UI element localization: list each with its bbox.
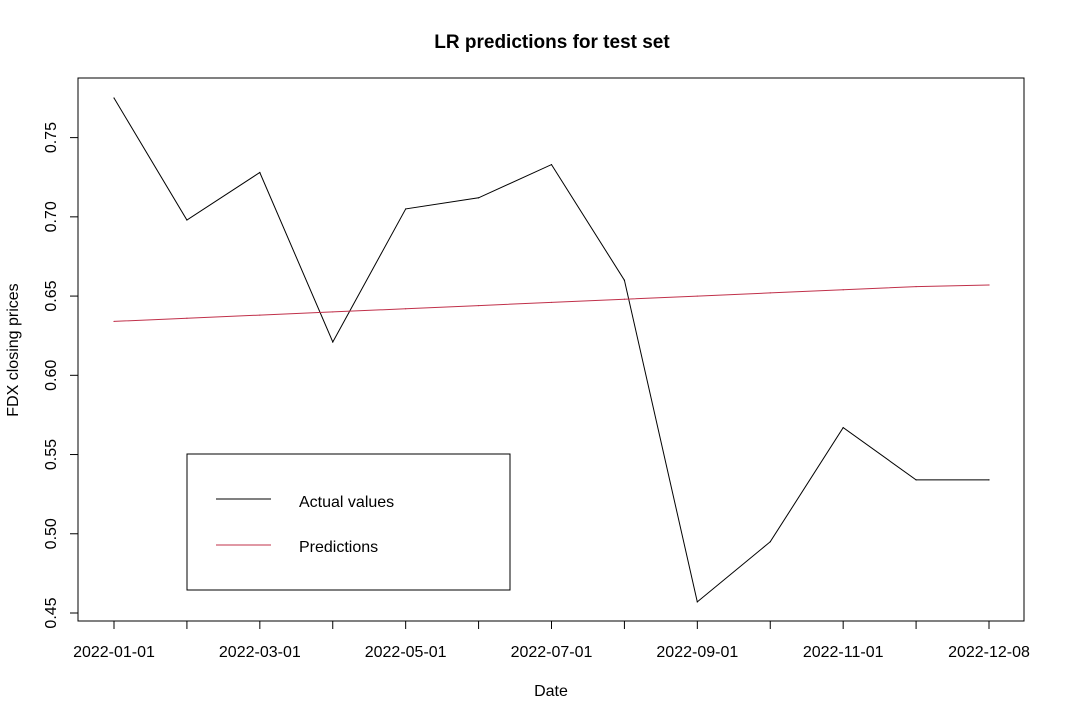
- prediction-point: [623, 298, 626, 300]
- actual-point: [623, 279, 626, 281]
- prediction-point: [550, 301, 553, 304]
- x-tick-label: 2022-05-01: [365, 644, 447, 661]
- prediction-point: [769, 292, 771, 294]
- actual-point: [259, 171, 261, 174]
- plot-frame: [77, 77, 1025, 622]
- actual-point: [842, 427, 844, 429]
- y-tick-label: 0.45: [43, 597, 60, 628]
- y-tick-label: 0.60: [43, 360, 60, 391]
- x-axis-label: Date: [534, 683, 568, 700]
- actual-point: [915, 479, 917, 481]
- legend-label-actual: Actual values: [299, 494, 394, 511]
- y-tick-label: 0.50: [43, 518, 60, 549]
- actual-point: [477, 197, 480, 199]
- prediction-point: [259, 314, 261, 316]
- prediction-point: [696, 295, 698, 297]
- x-tick-label: 2022-07-01: [511, 644, 593, 661]
- prediction-point: [186, 317, 188, 319]
- actual-point: [988, 479, 990, 481]
- y-axis: 0.45 0.50 0.55 0.60 0.65 0.70 0.75: [43, 122, 79, 629]
- prediction-point: [113, 320, 115, 323]
- x-axis: 2022-01-01 2022-03-01 2022-05-01 2022-07-01…: [73, 620, 1030, 661]
- y-axis-label: FDX closing prices: [5, 283, 22, 416]
- actual-point: [332, 341, 334, 343]
- series-layer: [113, 97, 990, 603]
- y-tick-label: 0.55: [43, 439, 60, 470]
- legend-label-predictions: Predictions: [299, 539, 378, 556]
- legend: Actual values Predictions: [186, 453, 511, 591]
- y-tick-label: 0.65: [43, 280, 60, 311]
- actual-point: [696, 601, 698, 603]
- prediction-point: [332, 311, 334, 313]
- prediction-point: [842, 289, 844, 291]
- actual-point: [769, 541, 771, 543]
- x-tick-label: 2022-09-01: [656, 644, 738, 661]
- series-line-predictions: [113, 284, 990, 322]
- y-tick-label: 0.70: [43, 201, 60, 232]
- x-tick-label: 2022-03-01: [219, 644, 301, 661]
- actual-point: [113, 97, 115, 99]
- prediction-point: [915, 285, 917, 288]
- legend-box: [186, 453, 511, 591]
- x-tick-label: 2022-12-08: [948, 644, 1030, 661]
- actual-point: [405, 208, 407, 210]
- y-tick-label: 0.75: [43, 122, 60, 153]
- actual-point: [186, 219, 188, 221]
- prediction-point: [477, 304, 480, 307]
- x-tick-label: 2022-01-01: [73, 644, 155, 661]
- x-tick-label: 2022-11-01: [803, 644, 884, 661]
- chart-title: LR predictions for test set: [434, 32, 670, 53]
- actual-point: [550, 163, 553, 166]
- prediction-point: [405, 308, 407, 310]
- series-line-actual: [113, 97, 989, 603]
- prediction-point: [988, 284, 990, 286]
